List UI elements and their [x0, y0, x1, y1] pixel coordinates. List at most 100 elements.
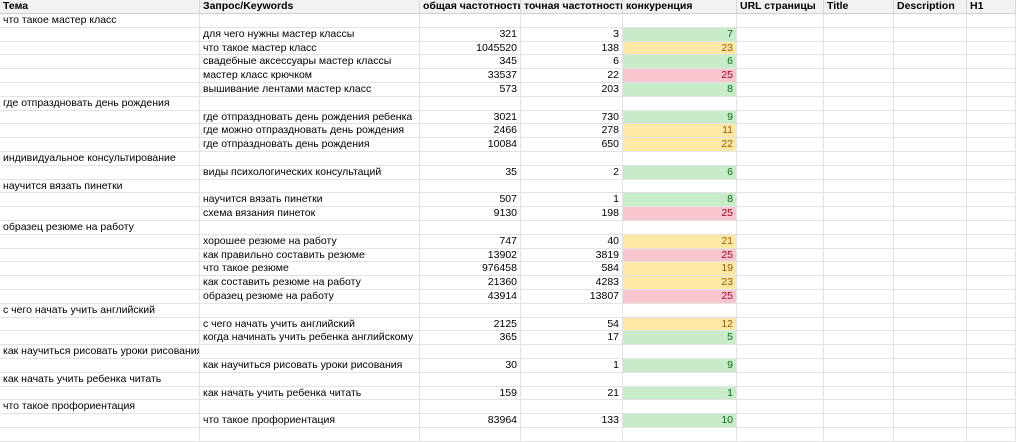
- cell-total-frequency[interactable]: 2466: [420, 124, 521, 138]
- cell-competition[interactable]: 6: [623, 55, 737, 69]
- cell-exact-frequency[interactable]: 13807: [521, 290, 623, 303]
- cell-keyword[interactable]: образец резюме на работу: [200, 290, 420, 303]
- cell-exact-frequency[interactable]: 17: [521, 331, 623, 345]
- cell-h1[interactable]: [967, 152, 1016, 165]
- cell-topic[interactable]: [0, 83, 200, 96]
- cell-keyword[interactable]: где отпраздновать день рождения ребенка: [200, 110, 420, 124]
- cell-url[interactable]: [737, 276, 824, 289]
- cell-h1[interactable]: [967, 248, 1016, 262]
- cell-exact-frequency[interactable]: [521, 400, 623, 414]
- cell-title[interactable]: [824, 317, 894, 331]
- cell-keyword[interactable]: [200, 428, 420, 441]
- cell-keyword[interactable]: где можно отпраздновать день рождения: [200, 124, 420, 138]
- cell-topic[interactable]: [0, 110, 200, 124]
- cell-url[interactable]: [737, 110, 824, 124]
- header-total-frequency[interactable]: общая частотность: [420, 0, 521, 13]
- cell-h1[interactable]: [967, 138, 1016, 151]
- cell-url[interactable]: [737, 400, 824, 414]
- cell-keyword[interactable]: как правильно составить резюме: [200, 248, 420, 262]
- header-keyword[interactable]: Запрос/Keywords: [200, 0, 420, 13]
- cell-exact-frequency[interactable]: [521, 221, 623, 234]
- cell-h1[interactable]: [967, 110, 1016, 124]
- cell-description[interactable]: [894, 234, 967, 248]
- cell-competition[interactable]: 7: [623, 27, 737, 41]
- cell-h1[interactable]: [967, 317, 1016, 331]
- cell-description[interactable]: [894, 359, 967, 372]
- cell-topic[interactable]: [0, 165, 200, 179]
- cell-exact-frequency[interactable]: 278: [521, 124, 623, 138]
- cell-exact-frequency[interactable]: [521, 372, 623, 386]
- cell-h1[interactable]: [967, 331, 1016, 345]
- cell-url[interactable]: [737, 27, 824, 41]
- cell-exact-frequency[interactable]: 22: [521, 69, 623, 82]
- cell-total-frequency[interactable]: 976458: [420, 262, 521, 276]
- cell-competition[interactable]: [623, 96, 737, 110]
- cell-total-frequency[interactable]: [420, 372, 521, 386]
- cell-url[interactable]: [737, 331, 824, 345]
- cell-title[interactable]: [824, 69, 894, 82]
- cell-topic[interactable]: [0, 248, 200, 262]
- cell-title[interactable]: [824, 372, 894, 386]
- cell-total-frequency[interactable]: [420, 428, 521, 441]
- cell-total-frequency[interactable]: 83964: [420, 414, 521, 427]
- cell-exact-frequency[interactable]: 4283: [521, 276, 623, 289]
- cell-exact-frequency[interactable]: 133: [521, 414, 623, 427]
- cell-competition[interactable]: 8: [623, 193, 737, 207]
- cell-total-frequency[interactable]: 35: [420, 165, 521, 179]
- cell-keyword[interactable]: [200, 345, 420, 358]
- cell-competition[interactable]: 25: [623, 69, 737, 82]
- cell-keyword[interactable]: [200, 152, 420, 165]
- cell-total-frequency[interactable]: 159: [420, 386, 521, 400]
- cell-description[interactable]: [894, 221, 967, 234]
- cell-title[interactable]: [824, 290, 894, 303]
- cell-h1[interactable]: [967, 165, 1016, 179]
- cell-competition[interactable]: 9: [623, 359, 737, 372]
- cell-keyword[interactable]: что такое профориентация: [200, 414, 420, 427]
- cell-competition[interactable]: 25: [623, 248, 737, 262]
- cell-competition[interactable]: [623, 345, 737, 358]
- cell-keyword[interactable]: свадебные аксессуары мастер классы: [200, 55, 420, 69]
- cell-description[interactable]: [894, 152, 967, 165]
- cell-keyword[interactable]: [200, 400, 420, 414]
- cell-description[interactable]: [894, 386, 967, 400]
- cell-description[interactable]: [894, 276, 967, 289]
- cell-exact-frequency[interactable]: [521, 428, 623, 441]
- cell-h1[interactable]: [967, 124, 1016, 138]
- cell-exact-frequency[interactable]: 198: [521, 207, 623, 220]
- cell-description[interactable]: [894, 110, 967, 124]
- cell-keyword[interactable]: мастер класс крючком: [200, 69, 420, 82]
- cell-total-frequency[interactable]: 33537: [420, 69, 521, 82]
- cell-total-frequency[interactable]: 3021: [420, 110, 521, 124]
- cell-h1[interactable]: [967, 372, 1016, 386]
- cell-competition[interactable]: 22: [623, 138, 737, 151]
- cell-url[interactable]: [737, 152, 824, 165]
- cell-competition[interactable]: 11: [623, 124, 737, 138]
- cell-h1[interactable]: [967, 193, 1016, 207]
- cell-exact-frequency[interactable]: 3819: [521, 248, 623, 262]
- cell-competition[interactable]: [623, 428, 737, 441]
- cell-title[interactable]: [824, 276, 894, 289]
- cell-competition[interactable]: [623, 152, 737, 165]
- cell-total-frequency[interactable]: 13902: [420, 248, 521, 262]
- cell-topic[interactable]: [0, 207, 200, 220]
- cell-total-frequency[interactable]: 345: [420, 55, 521, 69]
- cell-description[interactable]: [894, 138, 967, 151]
- cell-total-frequency[interactable]: [420, 345, 521, 358]
- cell-title[interactable]: [824, 55, 894, 69]
- cell-h1[interactable]: [967, 14, 1016, 27]
- cell-topic[interactable]: [0, 124, 200, 138]
- cell-topic[interactable]: что такое профориентация: [0, 400, 200, 414]
- cell-competition[interactable]: 25: [623, 207, 737, 220]
- cell-keyword[interactable]: хорошее резюме на работу: [200, 234, 420, 248]
- cell-keyword[interactable]: виды психологических консультаций: [200, 165, 420, 179]
- cell-topic[interactable]: что такое мастер класс: [0, 14, 200, 27]
- cell-title[interactable]: [824, 41, 894, 55]
- cell-title[interactable]: [824, 138, 894, 151]
- cell-exact-frequency[interactable]: 138: [521, 41, 623, 55]
- cell-total-frequency[interactable]: 1045520: [420, 41, 521, 55]
- cell-total-frequency[interactable]: [420, 96, 521, 110]
- cell-description[interactable]: [894, 14, 967, 27]
- cell-url[interactable]: [737, 55, 824, 69]
- cell-url[interactable]: [737, 14, 824, 27]
- cell-url[interactable]: [737, 138, 824, 151]
